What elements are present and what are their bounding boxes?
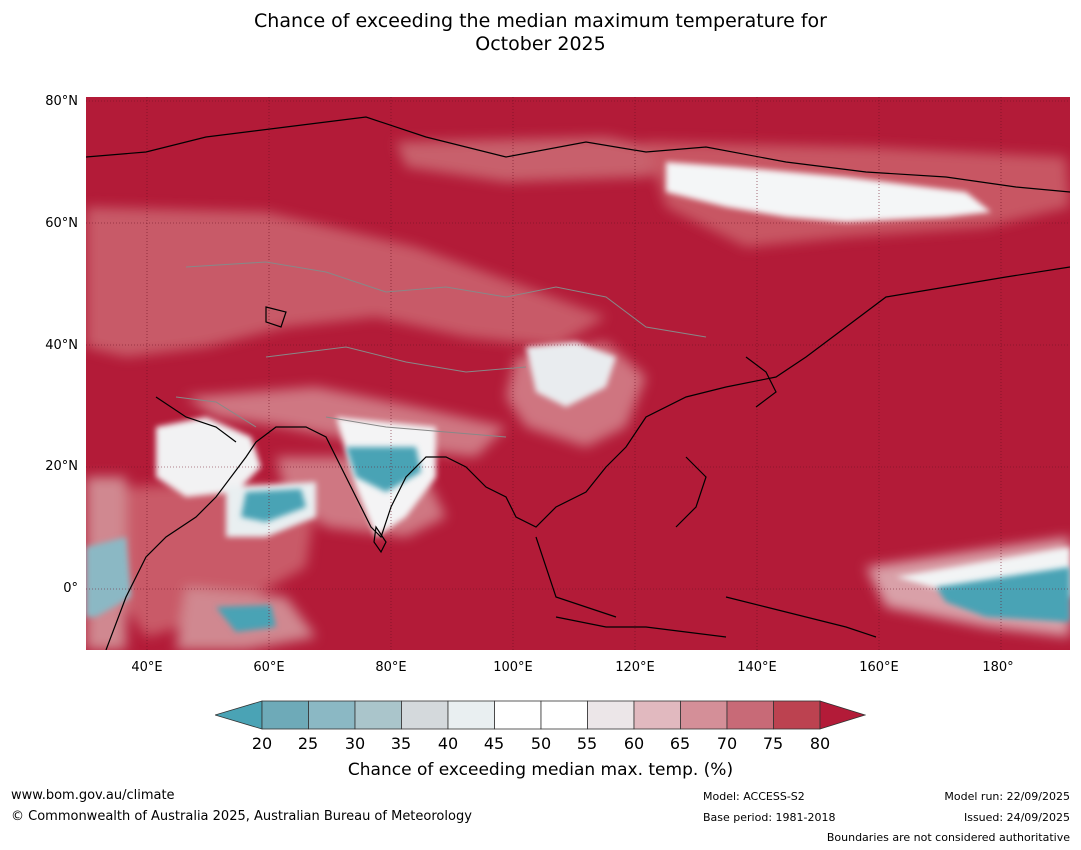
colorbar-tick-70: 70 bbox=[716, 734, 738, 753]
colorbar-tick-20: 20 bbox=[251, 734, 273, 753]
colorbar-tick-50: 50 bbox=[530, 734, 552, 753]
country-borders bbox=[175, 261, 707, 438]
colorbar-tick-80: 80 bbox=[809, 734, 831, 753]
colorbar-bin-75-80 bbox=[773, 700, 821, 730]
lon-label-160e: 160°E bbox=[859, 660, 899, 675]
lat-label-0: 0° bbox=[63, 581, 78, 596]
colorbar-bin-30-35 bbox=[354, 700, 402, 730]
footer-website[interactable]: www.bom.gov.au/climate bbox=[11, 788, 175, 803]
india-blue bbox=[346, 447, 421, 492]
colorbar-tick-40: 40 bbox=[437, 734, 459, 753]
footer-boundaries: Boundaries are not considered authoritat… bbox=[826, 831, 1070, 844]
colorbar-bin-25-30 bbox=[308, 700, 356, 730]
lon-label-180: 180° bbox=[982, 660, 1014, 675]
southern-blue bbox=[216, 605, 276, 632]
colorbar-bin-50-55 bbox=[540, 700, 588, 730]
china-white bbox=[526, 342, 616, 407]
pacific-blue bbox=[936, 567, 1070, 622]
colorbar-tick-55: 55 bbox=[576, 734, 598, 753]
lat-label-20n: 20°N bbox=[45, 459, 78, 474]
map-svg bbox=[86, 97, 1070, 650]
footer-copyright: © Commonwealth of Australia 2025, Austra… bbox=[11, 809, 472, 824]
indian-ocean-blue bbox=[241, 489, 306, 522]
colorbar-tick-45: 45 bbox=[483, 734, 505, 753]
coastlines bbox=[86, 116, 1070, 650]
lat-label-40n: 40°N bbox=[45, 338, 78, 353]
lat-label-60n: 60°N bbox=[45, 216, 78, 231]
colorbar-tick-35: 35 bbox=[390, 734, 412, 753]
siberia-white bbox=[666, 162, 991, 222]
footer-base-period: Base period: 1981-2018 bbox=[703, 811, 836, 824]
lon-label-60e: 60°E bbox=[253, 660, 285, 675]
colorbar-bin-55-60 bbox=[587, 700, 635, 730]
colorbar-bin-70-75 bbox=[726, 700, 774, 730]
colorbar-bin-40-45 bbox=[447, 700, 495, 730]
colorbar-title: Chance of exceeding median max. temp. (%… bbox=[347, 760, 734, 780]
lon-label-40e: 40°E bbox=[131, 660, 163, 675]
footer-issued: Issued: 24/09/2025 bbox=[963, 811, 1070, 824]
colorbar-bin-20-25 bbox=[261, 700, 309, 730]
colorbar-tick-60: 60 bbox=[623, 734, 645, 753]
colorbar-bin-35-40 bbox=[401, 700, 449, 730]
colorbar-high-arrow bbox=[819, 700, 866, 730]
colorbar-tick-65: 65 bbox=[669, 734, 691, 753]
graticule bbox=[86, 97, 1070, 650]
lon-label-120e: 120°E bbox=[615, 660, 655, 675]
arabia-white bbox=[156, 417, 261, 497]
colorbar bbox=[215, 700, 866, 730]
footer-model-run: Model run: 22/09/2025 bbox=[944, 790, 1070, 803]
title-line-2: October 2025 bbox=[475, 33, 606, 55]
colorbar-tick-25: 25 bbox=[297, 734, 319, 753]
colorbar-tick-30: 30 bbox=[344, 734, 366, 753]
lon-label-100e: 100°E bbox=[493, 660, 533, 675]
lon-label-140e: 140°E bbox=[737, 660, 777, 675]
colorbar-tick-75: 75 bbox=[762, 734, 784, 753]
lon-label-80e: 80°E bbox=[375, 660, 407, 675]
africa-blue bbox=[86, 537, 131, 617]
colorbar-bin-60-65 bbox=[633, 700, 681, 730]
colorbar-bin-45-50 bbox=[494, 700, 542, 730]
colorbar-bin-65-70 bbox=[680, 700, 728, 730]
lat-label-80n: 80°N bbox=[45, 94, 78, 109]
forecast-map bbox=[86, 97, 1070, 650]
low-chance-zones bbox=[86, 447, 1070, 632]
footer-model: Model: ACCESS-S2 bbox=[703, 790, 805, 803]
chart-title: Chance of exceeding the median maximum t… bbox=[0, 10, 1081, 56]
title-line-1: Chance of exceeding the median maximum t… bbox=[254, 10, 827, 32]
colorbar-low-arrow bbox=[215, 700, 263, 730]
